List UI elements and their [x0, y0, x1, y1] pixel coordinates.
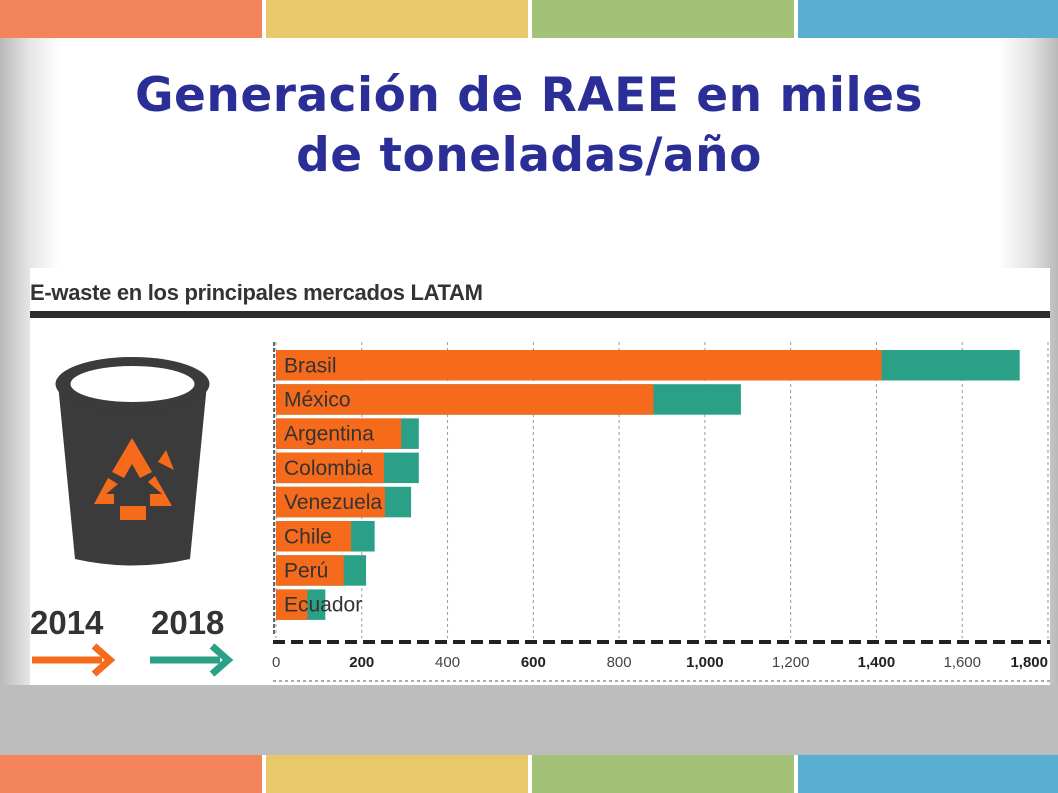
legend-arrow-2014-icon — [32, 643, 116, 677]
band-segment-blue — [798, 755, 1058, 793]
category-label: Perú — [284, 559, 328, 582]
legend-arrow-2018-icon — [150, 643, 234, 677]
slide-title-line-1: Generación de RAEE en miles — [134, 68, 924, 123]
band-segment-green — [532, 0, 794, 38]
bar-chart: Brasil México Argentina Colombia Venezuela Ch… — [272, 342, 1050, 682]
band-segment-yellow — [266, 755, 528, 793]
title-underline — [30, 311, 1050, 318]
recycle-bin-icon — [55, 357, 210, 566]
bar-2014 — [276, 350, 882, 381]
ewaste-infographic: E-waste en los principales mercados LATA… — [30, 268, 1050, 685]
x-tick-label: 600 — [521, 654, 546, 671]
category-label: Ecuador — [284, 594, 362, 617]
band-segment-orange — [0, 755, 262, 793]
legend-year-2018: 2018 — [151, 604, 225, 641]
category-label: México — [284, 388, 351, 411]
category-label: Argentina — [284, 423, 374, 446]
legend-year-2014: 2014 — [30, 604, 104, 641]
chart-title: E-waste en los principales mercados LATA… — [30, 280, 483, 305]
category-label: Chile — [284, 525, 332, 548]
slide-footer-area — [0, 685, 1058, 755]
bar-2014 — [276, 384, 654, 415]
x-tick-label: 1,000 — [686, 654, 724, 671]
bottom-color-band — [0, 755, 1058, 793]
x-tick-label: 0 — [272, 654, 280, 671]
bar-2014 — [276, 555, 344, 586]
bar-2014 — [276, 452, 385, 484]
band-segment-blue — [798, 0, 1058, 38]
slide-title: Generación de RAEE en miles de toneladas… — [40, 66, 1018, 186]
top-color-band — [0, 0, 1058, 38]
category-label: Venezuela — [284, 491, 382, 514]
x-tick-label: 1,800 — [1010, 654, 1048, 671]
slide-title-line-2: de toneladas/año — [296, 128, 762, 183]
x-tick-label: 400 — [435, 654, 460, 671]
bar-2014 — [276, 486, 385, 518]
category-label: Colombia — [284, 457, 373, 480]
x-tick-label: 200 — [349, 654, 374, 671]
recycle-symbol-icon — [94, 438, 174, 520]
x-tick-label: 1,200 — [772, 654, 810, 671]
band-segment-orange — [0, 0, 262, 38]
band-segment-green — [532, 755, 794, 793]
bar-2014 — [276, 589, 308, 620]
x-tick-label: 1,600 — [943, 654, 981, 671]
x-tick-label: 800 — [607, 654, 632, 671]
band-segment-yellow — [266, 0, 528, 38]
bar-2014 — [276, 521, 352, 552]
x-tick-label: 1,400 — [858, 654, 896, 671]
category-label: Brasil — [284, 354, 337, 377]
bar-2014 — [276, 418, 402, 449]
